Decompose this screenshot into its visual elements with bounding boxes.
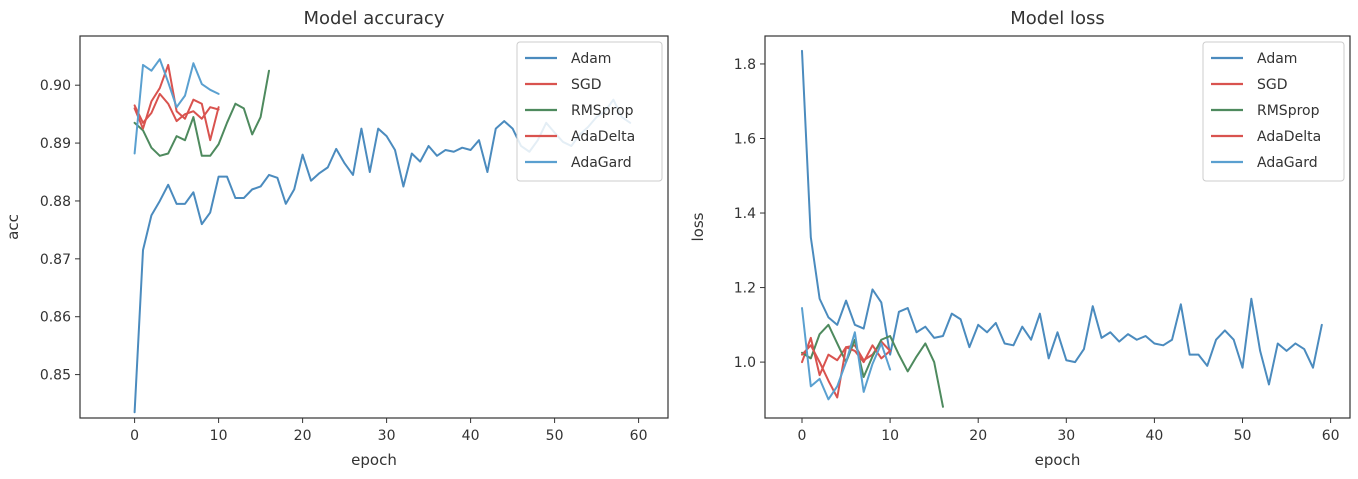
chart-1-xtick-label: 30 [1057,428,1075,444]
chart-0-xtick-label: 20 [294,428,312,444]
chart-0-xtick-label: 30 [378,428,396,444]
chart-1-xtick-label: 0 [798,428,807,444]
chart-0-ytick-label: 0.88 [40,194,71,210]
chart-1-xtick-label: 60 [1322,428,1340,444]
chart-0-series-line-adadelta [133,63,220,142]
chart-1-ytick-label: 1.0 [734,355,756,371]
chart-1-legend-label: SGD [1257,77,1288,93]
chart-0-ytick-label: 0.85 [40,368,71,384]
chart-1-legend-label: AdaGard [1257,155,1318,171]
chart-1-series-line-adam [801,49,1323,386]
chart-1: Model loss 0 10 20 30 40 50 60 1.0 1.2 1.4 1.6 1.8 ep… [689,8,1351,469]
chart-1-legend-label: Adam [1257,51,1297,67]
chart-0-legend-label: RMSprop [571,103,634,119]
chart-1-plot-frame [764,35,1351,419]
chart-1-legend-label: RMSprop [1257,103,1320,119]
chart-1-ytick-label: 1.4 [734,206,756,222]
chart-1-series-group [801,49,1323,408]
chart-0-ytick-label: 0.89 [40,136,71,152]
chart-0-ytick-label: 0.86 [40,310,71,326]
chart-1-ytick-label: 1.6 [734,131,756,147]
chart-0-ytick-label: 0.87 [40,252,71,268]
chart-0-xtick-label: 60 [630,428,648,444]
chart-1-legend-box [1202,41,1345,182]
chart-0-title: Model accuracy [304,8,445,29]
chart-0-series-line-adagard [133,58,220,155]
chart-0-legend-label: Adam [571,51,611,67]
chart-1-ytick-label: 1.8 [734,57,756,73]
chart-1-xtick-label: 20 [969,428,987,444]
chart-1-ylabel: loss [689,212,707,241]
chart-1-legend: Adam SGD RMSprop AdaDelta AdaGard [1202,41,1345,182]
chart-0-legend: Adam SGD RMSprop AdaDelta AdaGard [516,41,663,182]
chart-0-xtick-label: 50 [546,428,564,444]
chart-1-title: Model loss [1010,8,1105,29]
chart-1-xtick-label: 40 [1145,428,1163,444]
chart-0-legend-label: SGD [571,77,602,93]
chart-1-xlabel: epoch [1035,451,1081,469]
charts-root: Model accuracy 0 10 20 30 40 50 60 0.85 0.86 0.87 0… [4,8,1351,469]
chart-1-xtick-label: 50 [1234,428,1252,444]
chart-0-xtick-label: 40 [462,428,480,444]
chart-1-series-line-adagard [801,307,892,401]
chart-1-legend-label: AdaDelta [1257,129,1321,145]
chart-0-plot-frame [79,35,669,419]
chart-0-ytick-label: 0.90 [40,78,71,94]
chart-0-legend-box [516,41,663,182]
chart-1-series-line-rmsprop [801,323,944,408]
chart-1-ytick-label: 1.2 [734,281,756,297]
chart-0-ylabel: acc [4,214,22,240]
chart-0-xlabel: epoch [351,451,397,469]
chart-0-legend-label: AdaDelta [571,129,635,145]
chart-0-xtick-label: 10 [210,428,228,444]
chart-0-xtick-label: 0 [130,428,139,444]
chart-0-legend-label: AdaGard [571,155,632,171]
chart-0-series-line-rmsprop [133,69,270,157]
chart-1-series-line-adadelta [801,344,892,399]
chart-0: Model accuracy 0 10 20 30 40 50 60 0.85 0.86 0.87 0… [4,8,669,469]
chart-1-xtick-label: 10 [881,428,899,444]
